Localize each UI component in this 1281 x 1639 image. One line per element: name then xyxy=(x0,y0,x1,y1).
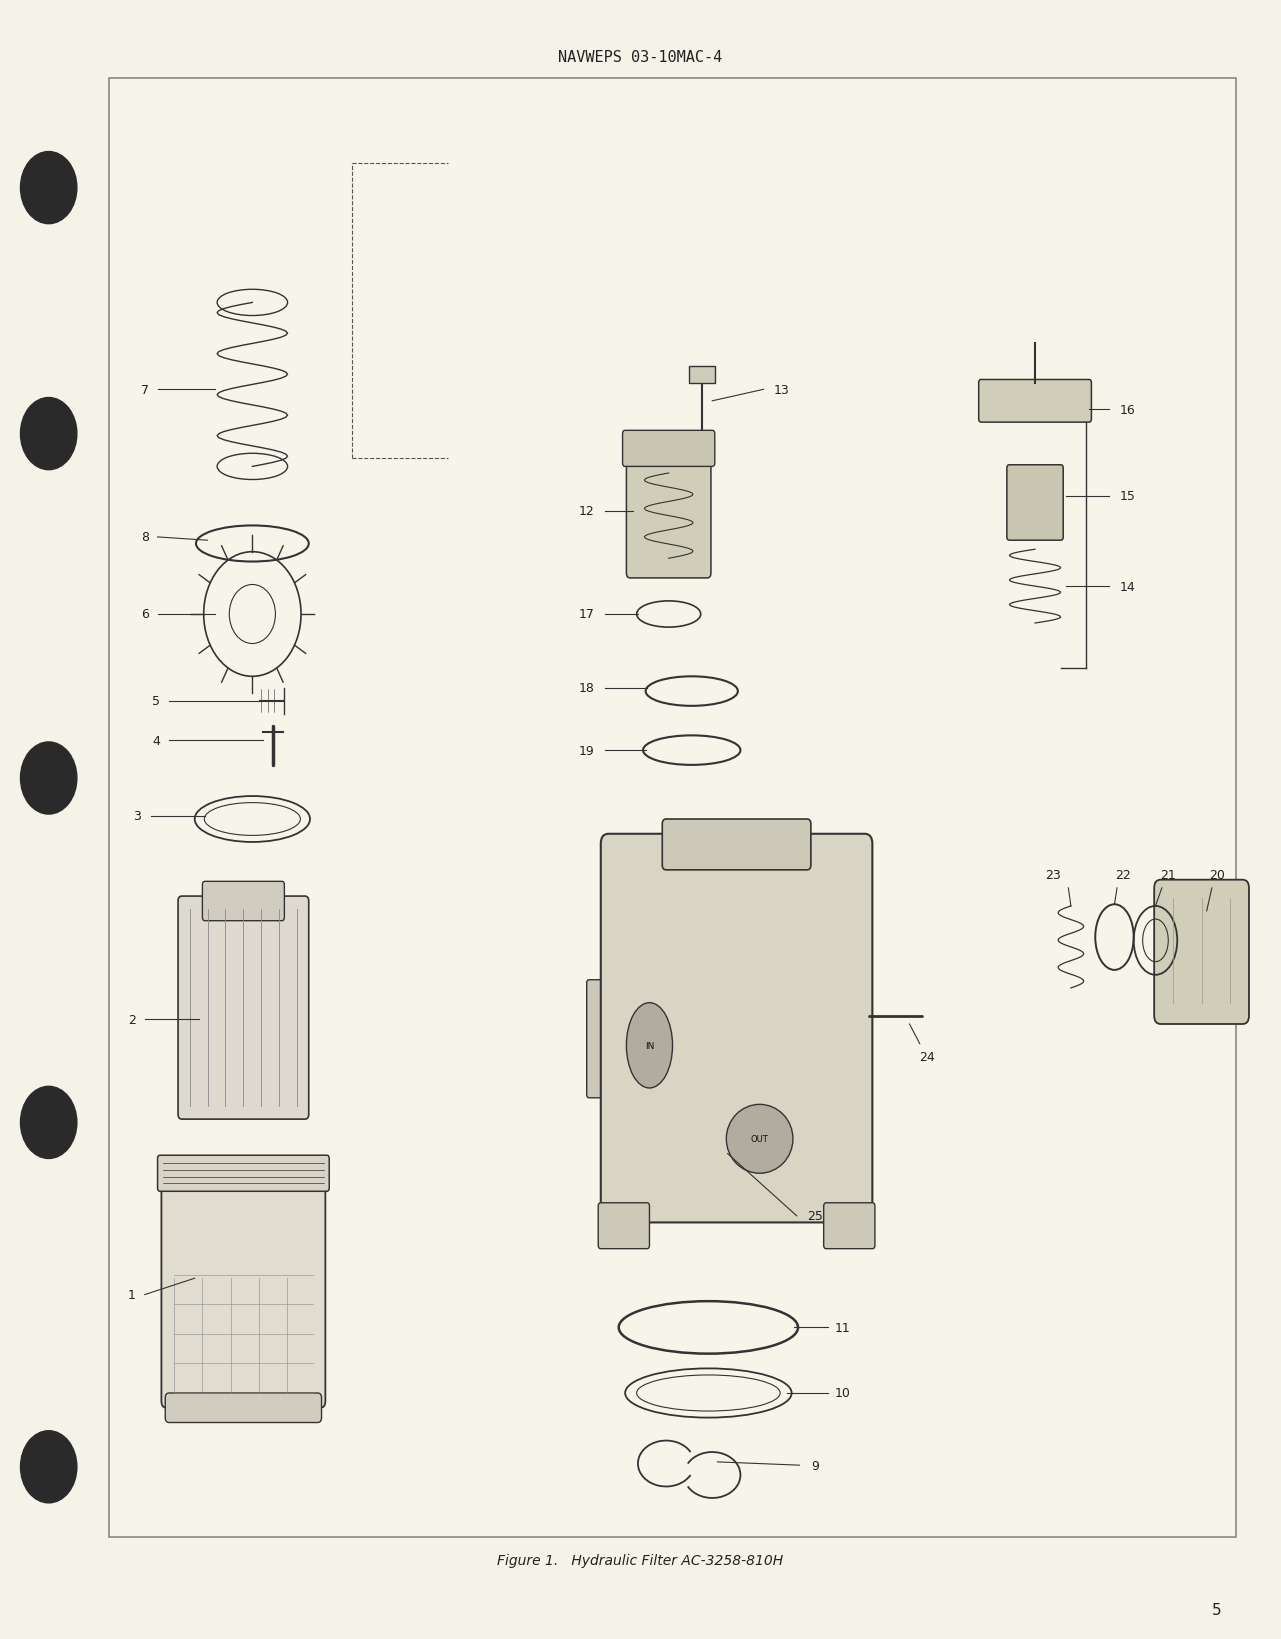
FancyBboxPatch shape xyxy=(165,1393,322,1423)
Text: 6: 6 xyxy=(141,608,149,621)
Ellipse shape xyxy=(626,1003,673,1088)
Text: 15: 15 xyxy=(1120,490,1135,503)
Text: 12: 12 xyxy=(579,505,594,518)
Text: 8: 8 xyxy=(141,531,149,544)
Text: 5: 5 xyxy=(152,695,160,708)
Text: 11: 11 xyxy=(835,1321,851,1334)
Circle shape xyxy=(20,398,77,470)
FancyBboxPatch shape xyxy=(623,431,715,467)
FancyBboxPatch shape xyxy=(202,882,284,921)
Circle shape xyxy=(20,742,77,815)
Text: NAVWEPS 03-10MAC-4: NAVWEPS 03-10MAC-4 xyxy=(559,49,722,66)
Text: 1: 1 xyxy=(128,1288,136,1301)
Text: 24: 24 xyxy=(920,1051,935,1064)
Circle shape xyxy=(20,1087,77,1159)
Ellipse shape xyxy=(726,1105,793,1174)
Text: 18: 18 xyxy=(579,682,594,695)
FancyBboxPatch shape xyxy=(158,1155,329,1192)
FancyBboxPatch shape xyxy=(161,1165,325,1408)
FancyBboxPatch shape xyxy=(626,454,711,579)
Text: OUT: OUT xyxy=(751,1134,769,1144)
Text: 16: 16 xyxy=(1120,403,1135,416)
Bar xyxy=(109,79,1236,1537)
FancyBboxPatch shape xyxy=(1007,465,1063,541)
Text: 17: 17 xyxy=(579,608,594,621)
Text: 25: 25 xyxy=(807,1210,822,1223)
Text: 7: 7 xyxy=(141,384,149,397)
FancyBboxPatch shape xyxy=(587,980,615,1098)
Text: 21: 21 xyxy=(1161,869,1176,882)
FancyBboxPatch shape xyxy=(1154,880,1249,1024)
Text: 20: 20 xyxy=(1209,869,1225,882)
FancyBboxPatch shape xyxy=(979,380,1091,423)
Text: IN: IN xyxy=(644,1041,655,1051)
Text: 5: 5 xyxy=(1212,1601,1222,1618)
FancyBboxPatch shape xyxy=(824,1203,875,1249)
FancyBboxPatch shape xyxy=(601,834,872,1223)
FancyBboxPatch shape xyxy=(598,1203,649,1249)
Text: 13: 13 xyxy=(774,384,789,397)
FancyBboxPatch shape xyxy=(178,897,309,1119)
Text: 14: 14 xyxy=(1120,580,1135,593)
Circle shape xyxy=(20,152,77,225)
Text: 2: 2 xyxy=(128,1013,136,1026)
Circle shape xyxy=(20,1431,77,1503)
Text: Figure 1.   Hydraulic Filter AC-3258-810H: Figure 1. Hydraulic Filter AC-3258-810H xyxy=(497,1554,784,1567)
Text: 22: 22 xyxy=(1116,869,1131,882)
Text: 3: 3 xyxy=(133,810,141,823)
Text: 9: 9 xyxy=(811,1459,819,1472)
FancyBboxPatch shape xyxy=(662,820,811,870)
Text: 4: 4 xyxy=(152,734,160,747)
Text: 19: 19 xyxy=(579,744,594,757)
Text: 10: 10 xyxy=(835,1387,851,1400)
Bar xyxy=(689,367,715,384)
Text: 23: 23 xyxy=(1045,869,1061,882)
